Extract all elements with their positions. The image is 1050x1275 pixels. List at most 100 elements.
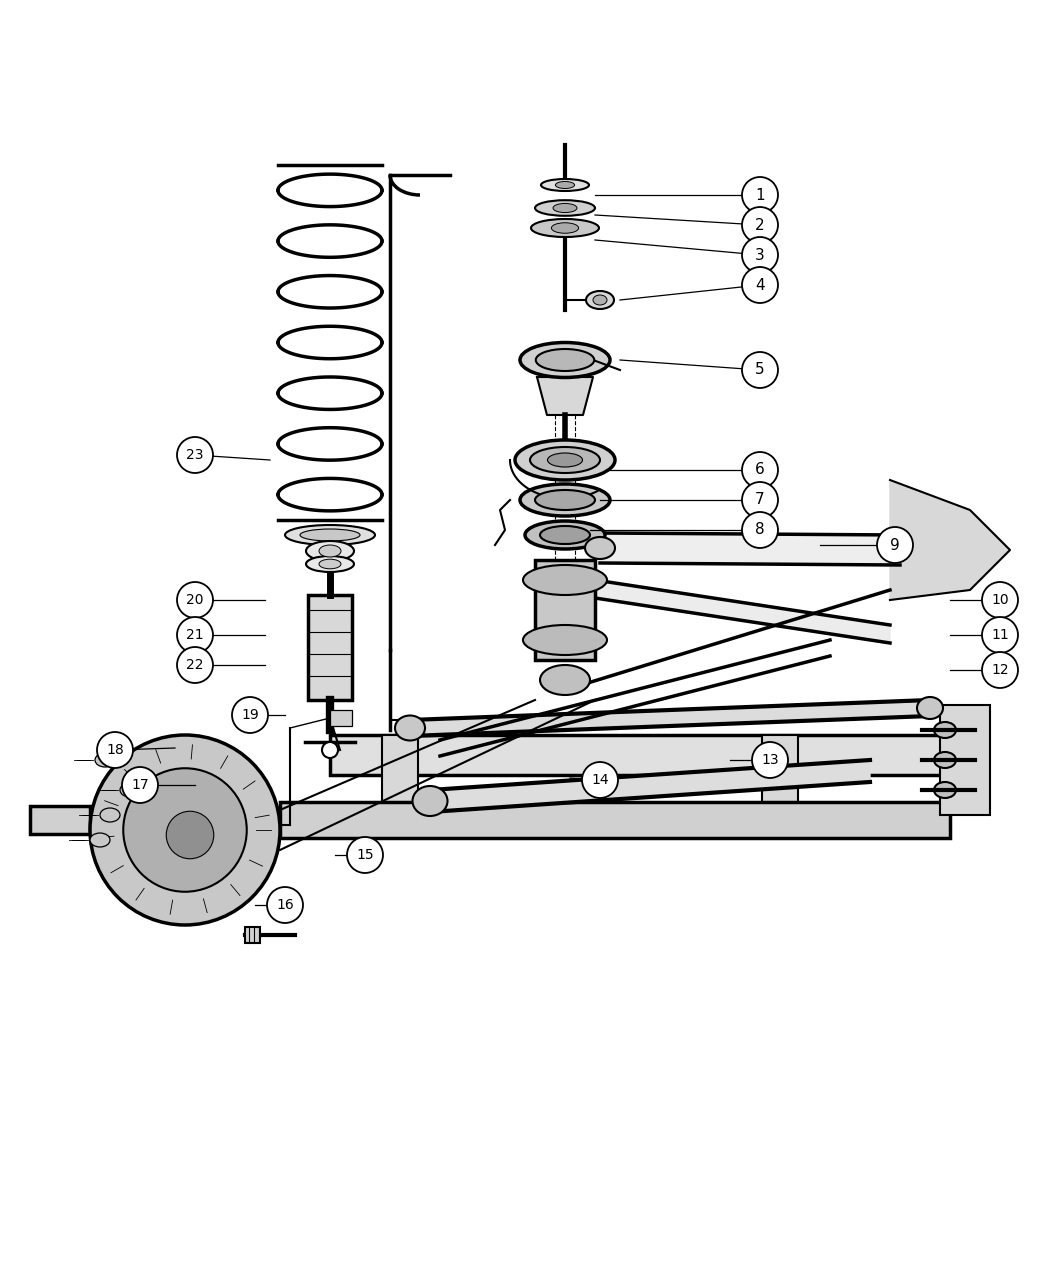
Circle shape (742, 207, 778, 244)
Ellipse shape (586, 291, 614, 309)
Ellipse shape (520, 343, 610, 377)
Ellipse shape (525, 521, 605, 550)
Polygon shape (890, 479, 1010, 601)
Circle shape (177, 437, 213, 473)
Circle shape (582, 762, 618, 798)
Circle shape (982, 652, 1018, 688)
Text: 7: 7 (755, 492, 764, 507)
Ellipse shape (306, 556, 354, 572)
Ellipse shape (94, 754, 116, 768)
Circle shape (177, 617, 213, 653)
Polygon shape (600, 533, 900, 565)
Text: 1: 1 (755, 187, 764, 203)
Text: 20: 20 (186, 593, 204, 607)
Ellipse shape (520, 484, 610, 516)
Ellipse shape (322, 742, 338, 759)
Ellipse shape (555, 181, 574, 189)
Ellipse shape (531, 219, 598, 237)
Circle shape (742, 266, 778, 303)
Text: 18: 18 (106, 743, 124, 757)
Ellipse shape (300, 529, 360, 541)
Ellipse shape (541, 179, 589, 191)
Text: 15: 15 (356, 848, 374, 862)
Bar (308, 595, 352, 700)
Text: 9: 9 (890, 538, 900, 552)
Ellipse shape (540, 527, 590, 544)
Ellipse shape (536, 490, 595, 510)
Text: 3: 3 (755, 247, 764, 263)
Ellipse shape (593, 295, 607, 305)
Text: 21: 21 (186, 629, 204, 643)
Ellipse shape (120, 783, 140, 797)
Ellipse shape (319, 544, 341, 557)
Text: 10: 10 (991, 593, 1009, 607)
Text: 2: 2 (755, 218, 764, 232)
Ellipse shape (523, 625, 607, 655)
Bar (762, 734, 798, 835)
Polygon shape (537, 377, 593, 414)
Text: 12: 12 (991, 663, 1009, 677)
Bar (30, 806, 90, 834)
Circle shape (877, 527, 914, 564)
Circle shape (123, 769, 247, 891)
Ellipse shape (530, 448, 600, 473)
Bar (330, 710, 352, 725)
Circle shape (97, 732, 133, 768)
Ellipse shape (306, 541, 354, 561)
Ellipse shape (285, 525, 375, 544)
Ellipse shape (553, 204, 578, 213)
Ellipse shape (917, 697, 943, 719)
Ellipse shape (523, 565, 607, 595)
Text: 23: 23 (186, 448, 204, 462)
Circle shape (742, 482, 778, 518)
Ellipse shape (889, 541, 911, 558)
Circle shape (982, 617, 1018, 653)
Polygon shape (410, 700, 930, 736)
Ellipse shape (413, 785, 447, 816)
Text: 16: 16 (276, 898, 294, 912)
Circle shape (346, 836, 383, 873)
Text: 5: 5 (755, 362, 764, 377)
Ellipse shape (551, 223, 579, 233)
Ellipse shape (934, 782, 956, 798)
Bar (536, 560, 595, 660)
Text: 13: 13 (761, 754, 779, 768)
Circle shape (232, 697, 268, 733)
Bar (940, 705, 990, 815)
Circle shape (982, 581, 1018, 618)
Text: 19: 19 (242, 708, 259, 722)
Ellipse shape (536, 349, 594, 371)
Text: 17: 17 (131, 778, 149, 792)
Text: 22: 22 (186, 658, 204, 672)
Ellipse shape (536, 200, 595, 215)
Text: 8: 8 (755, 523, 764, 538)
Ellipse shape (395, 715, 425, 741)
Text: 6: 6 (755, 463, 764, 478)
Circle shape (742, 237, 778, 273)
Ellipse shape (100, 808, 120, 822)
Circle shape (166, 811, 214, 859)
Circle shape (752, 742, 788, 778)
Circle shape (742, 177, 778, 213)
Circle shape (90, 734, 280, 924)
Bar (330, 734, 960, 775)
Polygon shape (430, 760, 870, 812)
Ellipse shape (514, 440, 615, 479)
Circle shape (742, 352, 778, 388)
Circle shape (122, 768, 158, 803)
Circle shape (177, 581, 213, 618)
Polygon shape (595, 580, 890, 643)
Circle shape (267, 887, 303, 923)
Ellipse shape (934, 752, 956, 768)
Text: 4: 4 (755, 278, 764, 292)
Circle shape (742, 513, 778, 548)
Ellipse shape (585, 537, 615, 558)
Bar (382, 734, 418, 835)
Text: 11: 11 (991, 629, 1009, 643)
Circle shape (177, 646, 213, 683)
Ellipse shape (934, 722, 956, 738)
Ellipse shape (319, 560, 341, 569)
Ellipse shape (90, 833, 110, 847)
Ellipse shape (540, 666, 590, 695)
Circle shape (742, 453, 778, 488)
